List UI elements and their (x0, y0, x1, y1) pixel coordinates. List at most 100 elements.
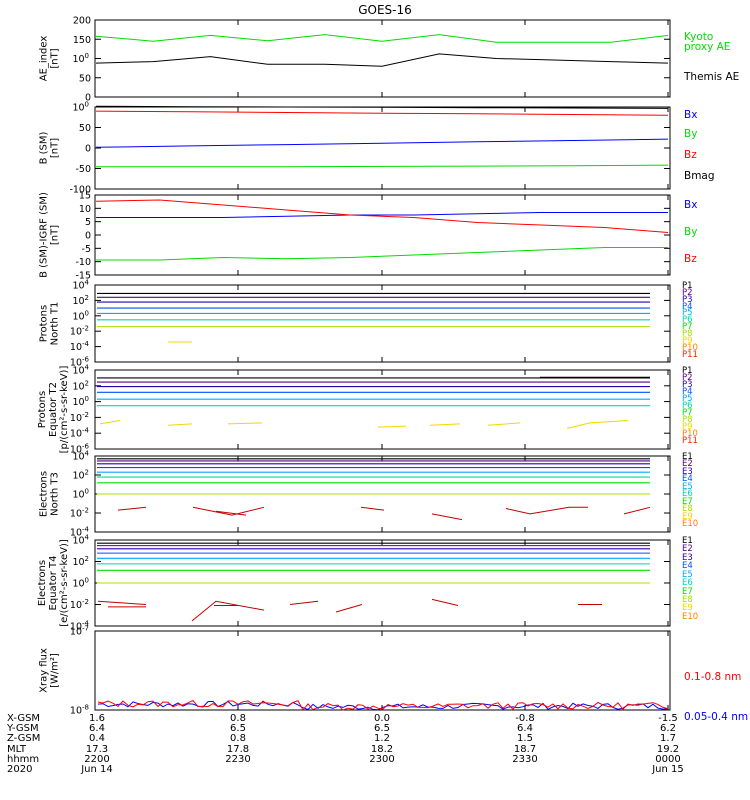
series-xray-0.1-0.8nm (97, 699, 669, 711)
footer-value-hhmm-2: 2300 (369, 753, 395, 765)
series-segment-5-6 (623, 506, 651, 515)
legend-pn-p11: P11 (682, 349, 698, 360)
legend-ee-e9: E9 (682, 603, 693, 614)
y-tick-label-bigrf-6: 15 (79, 191, 91, 202)
y-tick-label-en-3: 102 (72, 469, 89, 482)
footer-value-y-3: 6.4 (517, 723, 533, 735)
y-tick-label-bsm-4: 100 (72, 101, 89, 114)
legend-en-e6: E6 (682, 489, 693, 500)
footer-value-y-1: 6.5 (230, 723, 246, 735)
y-tick-label-ae-3: 150 (73, 35, 91, 46)
footer-value-y-4: 6.2 (660, 723, 676, 735)
y-axis-label-en-1: North T3 (50, 472, 61, 516)
y-tick-label-bigrf-3: 0 (85, 231, 91, 242)
y-axis-label-pe-0: Protons (37, 391, 48, 428)
y-tick-label-pn-4: 102 (72, 294, 89, 307)
y-axis-label-pe-1: Equator T2 (48, 382, 59, 437)
y-axis-label-ee-2: [e/(cm²-s-sr-keV)] (59, 539, 70, 627)
legend-en-e7: E7 (682, 496, 693, 507)
footer-value-x-1: 0.8 (230, 713, 246, 724)
legend-pe-p8: P8 (682, 415, 693, 426)
legend-ee-e2: E2 (682, 544, 693, 555)
legend-en-e2: E2 (682, 459, 693, 470)
series-bsm-by (96, 164, 669, 168)
footer-value-mlt-3: 18.7 (513, 743, 537, 755)
footer-label-mlt: MLT (7, 743, 26, 755)
legend-ee-e4: E4 (682, 561, 693, 572)
y-axis-label-ee-1: Equator T4 (48, 556, 59, 611)
footer-label-2020: 2020 (7, 764, 33, 775)
legend-en-e8: E8 (682, 504, 693, 515)
panel-frame-ae (94, 19, 671, 98)
legend-ee-e1: E1 (682, 536, 693, 546)
y-tick-label-bigrf-0: -15 (75, 271, 91, 282)
legend-ee-e6: E6 (682, 578, 693, 589)
series-segment-5-2 (215, 510, 247, 516)
legend-pe-p5: P5 (682, 394, 693, 405)
series-segment-6-6 (431, 598, 459, 606)
series-segment-4-5 (487, 422, 521, 426)
y-tick-label-ee-2: 100 (72, 577, 89, 590)
series-segment-5-4 (431, 513, 463, 521)
series-segment-5-5 (505, 506, 588, 515)
series-segment-5-0 (117, 506, 147, 511)
legend-bigrf-2: Bz (684, 253, 697, 265)
y-axis-label-ae-1: [nT] (50, 48, 61, 68)
legend-en-e4: E4 (682, 474, 693, 485)
legend-pe-p1: P1 (682, 366, 693, 376)
legend-pn-p2: P2 (682, 287, 693, 298)
legend-xr-1: 0.05-0.4 nm (684, 711, 749, 723)
legend-pe-p6: P6 (682, 401, 693, 412)
legend-ae-0: Kyoto (684, 31, 714, 43)
y-axis-label-xr-1: [W/m²] (50, 653, 61, 688)
y-axis-label-pn-1: North T1 (50, 302, 61, 346)
legend-pn-p5: P5 (682, 308, 693, 319)
legend-pn-p6: P6 (682, 315, 693, 326)
legend-ee-e3: E3 (682, 552, 693, 563)
legend-pe-p4: P4 (682, 387, 693, 398)
legend-xr-0: 0.1-0.8 nm (684, 671, 742, 683)
footer-label-x-gsm: X-GSM (7, 713, 41, 724)
legend-bigrf-0: Bx (684, 199, 698, 211)
footer-value-mlt-2: 18.2 (370, 743, 394, 755)
legend-pe-p11: P11 (682, 436, 698, 447)
panel-frame-bigrf (94, 194, 671, 276)
y-tick-label-ee-3: 102 (72, 555, 89, 568)
series-segment-6-2 (191, 600, 265, 622)
y-axis-label-ae-0: AE_index (39, 36, 50, 82)
series-bsm-bmag (95, 105, 669, 109)
footer-value-hhmm-0: 2200 (84, 753, 110, 765)
footer-value-z-3: 1.5 (517, 733, 533, 745)
legend-pn-p10: P10 (682, 342, 698, 353)
panel-frame-pn (94, 284, 671, 363)
y-tick-label-pe-2: 10-2 (70, 411, 89, 424)
legend-en-e5: E5 (682, 481, 693, 492)
y-tick-label-pn-3: 100 (72, 309, 89, 322)
y-tick-label-bigrf-4: 5 (85, 217, 91, 228)
y-tick-label-ae-0: 0 (85, 93, 91, 104)
legend-ee-e10: E10 (682, 611, 699, 622)
y-axis-label-en-0: Electrons (39, 471, 50, 517)
series-bsm-bx (95, 138, 669, 148)
series-segment-4-2 (227, 422, 263, 425)
footer-value-mlt-1: 17.8 (226, 743, 250, 755)
legend-ae-2: Themis AE (684, 71, 740, 83)
y-tick-label-pe-5: 104 (72, 364, 89, 377)
y-axis-label-bsm-0: B (SM) (39, 131, 50, 164)
legend-ae-1: proxy AE (684, 41, 731, 53)
legend-bsm-0: Bx (684, 109, 698, 121)
footer-value-hhmm-4: 0000 (655, 753, 681, 765)
y-tick-label-pe-3: 100 (72, 395, 89, 408)
footer-value-z-1: 0.8 (230, 733, 246, 745)
y-tick-label-pn-0: 10-6 (70, 356, 90, 369)
y-tick-label-ee-1: 10-2 (70, 598, 89, 611)
y-tick-label-bsm-1: -50 (75, 164, 91, 175)
footer-value-x-0: 1.6 (89, 713, 105, 724)
legend-ee-e5: E5 (682, 569, 693, 580)
legend-bigrf-1: By (684, 226, 698, 238)
y-tick-label-bigrf-1: -10 (75, 257, 91, 268)
series-segment-4-6 (566, 420, 629, 429)
series-bsm-bz (95, 110, 669, 116)
series-kyoto-proxy-ae (95, 34, 669, 43)
panel-frame-xr (94, 630, 671, 711)
